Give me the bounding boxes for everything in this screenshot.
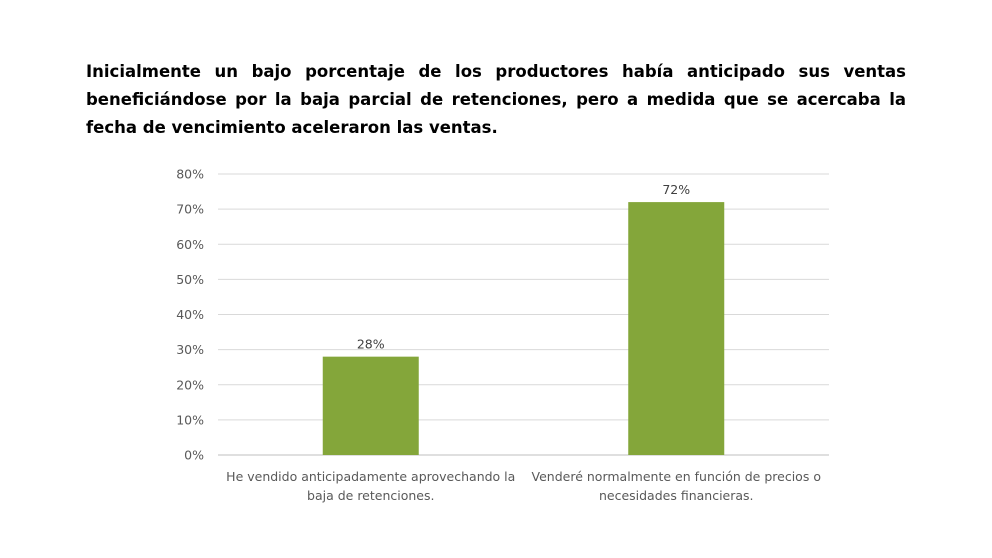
category-label-line: necesidades financieras. <box>599 488 754 503</box>
bar <box>322 356 419 455</box>
y-tick-label: 40% <box>176 307 204 322</box>
chart-data-labels: 28% 72% <box>357 182 690 352</box>
y-tick-label: 60% <box>176 237 204 252</box>
y-axis-ticks: 0% 10% 20% 30% 40% 50% 60% 70% 80% <box>176 167 204 463</box>
bar <box>628 202 725 455</box>
category-label: He vendido anticipadamente aprovechando … <box>226 469 515 503</box>
y-tick-label: 70% <box>176 202 204 217</box>
chart-bars <box>322 202 725 455</box>
data-label: 72% <box>662 182 690 197</box>
y-tick-label: 10% <box>176 412 204 427</box>
category-label-line: baja de retenciones. <box>307 488 434 503</box>
y-tick-label: 20% <box>176 377 204 392</box>
category-label: Venderé normalmente en función de precio… <box>532 469 821 503</box>
y-tick-label: 80% <box>176 167 204 182</box>
y-tick-label: 0% <box>184 448 204 463</box>
chart-gridlines <box>218 173 829 456</box>
y-tick-label: 50% <box>176 272 204 287</box>
data-label: 28% <box>357 337 385 352</box>
category-label-line: Venderé normalmente en función de precio… <box>532 469 821 484</box>
y-tick-label: 30% <box>176 342 204 357</box>
x-axis-categories: He vendido anticipadamente aprovechando … <box>226 469 821 503</box>
category-label-line: He vendido anticipadamente aprovechando … <box>226 469 515 484</box>
page-title: Inicialmente un bajo porcentaje de los p… <box>86 62 906 137</box>
